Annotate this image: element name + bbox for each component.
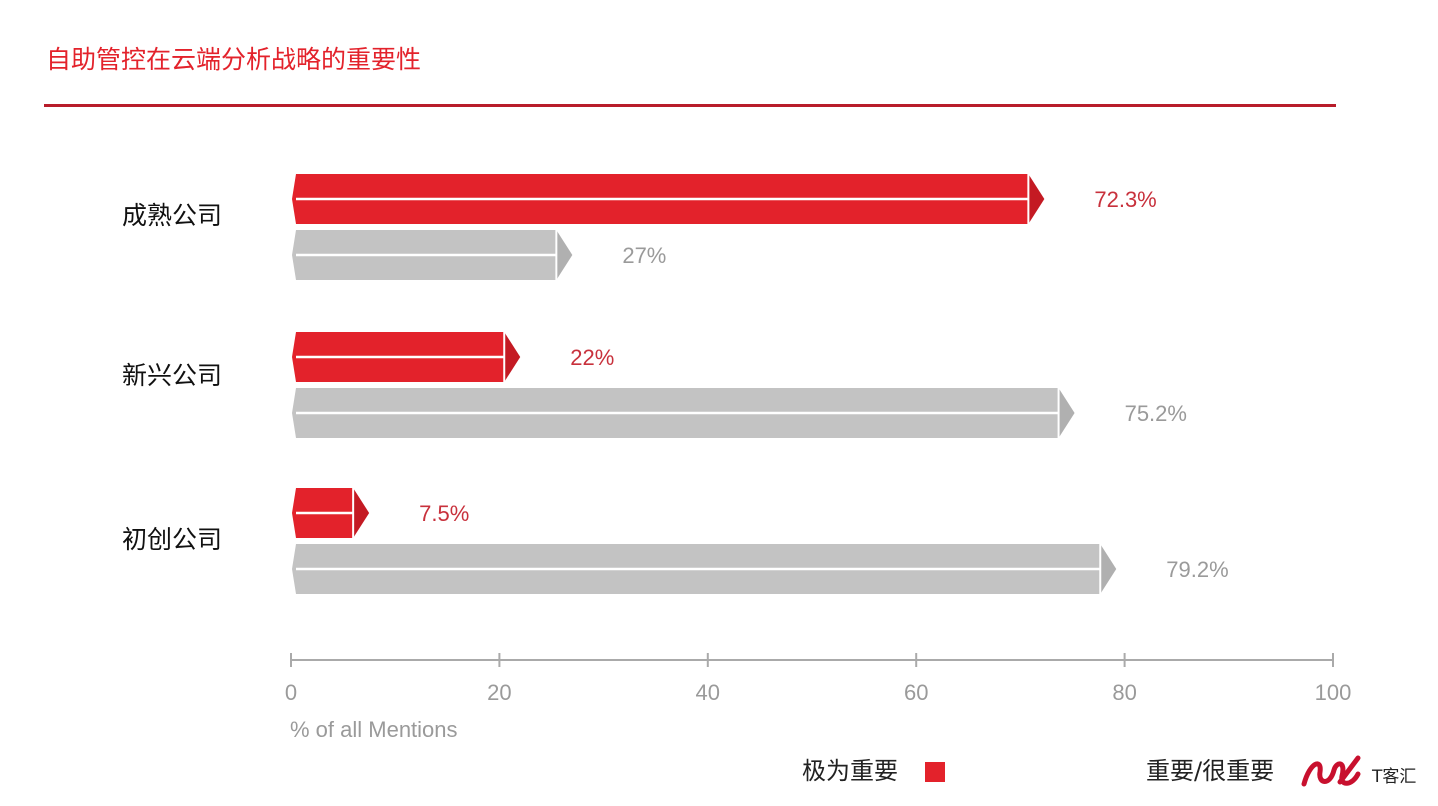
x-axis-label: % of all Mentions — [290, 717, 458, 742]
legend-label-critical: 极为重要 — [802, 757, 898, 785]
data-label: 27% — [622, 243, 666, 268]
data-label: 75.2% — [1125, 401, 1187, 426]
x-tick-label: 0 — [285, 680, 297, 705]
data-label: 72.3% — [1094, 187, 1156, 212]
x-tick-label: 20 — [487, 680, 511, 705]
legend-swatch-critical — [925, 762, 945, 782]
category-label: 成熟公司 — [122, 201, 222, 230]
data-label: 22% — [570, 345, 614, 370]
x-tick-label: 40 — [696, 680, 720, 705]
bar-tip — [1100, 544, 1117, 594]
bar-tip — [1028, 174, 1045, 224]
bar-tip — [1058, 388, 1075, 438]
bar-tip — [556, 230, 573, 280]
chart-title: 自助管控在云端分析战略的重要性 — [46, 45, 422, 74]
category-label: 新兴公司 — [122, 361, 222, 390]
title-divider — [44, 104, 1336, 107]
watermark-text: T客汇 — [1371, 767, 1416, 787]
x-tick-label: 60 — [904, 680, 928, 705]
x-tick-label: 80 — [1112, 680, 1136, 705]
category-label: 初创公司 — [122, 525, 222, 554]
data-label: 7.5% — [419, 501, 469, 526]
data-label: 79.2% — [1166, 557, 1228, 582]
bar-tip — [353, 488, 370, 538]
bar-tip — [504, 332, 521, 382]
watermark-logo: T客汇 — [1301, 755, 1416, 787]
legend-label-important: 重要/很重要 — [1146, 757, 1275, 785]
x-tick-label: 100 — [1315, 680, 1352, 705]
